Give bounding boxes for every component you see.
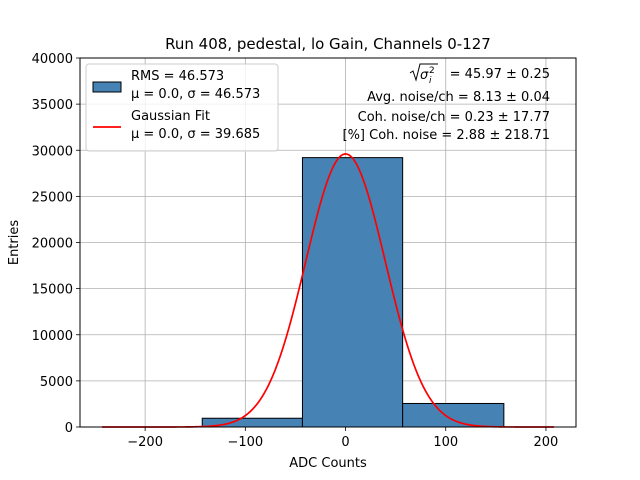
x-tick-label: −200 — [127, 435, 163, 450]
x-tick-label: 0 — [341, 435, 349, 450]
x-tick-label: 100 — [433, 435, 458, 450]
x-tick-label: −100 — [227, 435, 263, 450]
annotation-sigma: = 45.97 ± 0.25 — [450, 67, 550, 82]
legend-fit-line1: Gaussian Fit — [131, 109, 210, 124]
annotation-avg-noise: Avg. noise/ch = 8.13 ± 0.04 — [367, 90, 550, 105]
y-axis: 0 5000 10000 15000 20000 25000 30000 35000 40000 — [32, 52, 80, 436]
legend-rms-line1: RMS = 46.573 — [131, 69, 224, 84]
legend-patch-rms — [92, 81, 122, 93]
svg-text:σ: σ — [420, 68, 429, 83]
svg-text:2: 2 — [429, 66, 435, 76]
legend-fit-line2: μ = 0.0, σ = 39.685 — [131, 127, 260, 142]
sqrt-sigma-symbol: σ 2 i — [409, 63, 438, 86]
y-axis-label: Entries — [7, 220, 22, 266]
histogram-bar — [301, 157, 404, 428]
svg-text:i: i — [429, 76, 432, 86]
legend-frame — [85, 63, 279, 152]
y-tick-label: 0 — [65, 421, 73, 436]
histogram-bar — [402, 402, 505, 428]
legend-rms-line2: μ = 0.0, σ = 46.573 — [131, 87, 260, 102]
y-tick-label: 40000 — [32, 52, 73, 67]
y-tick-label: 20000 — [32, 237, 73, 252]
x-tick-label: 200 — [534, 435, 559, 450]
y-tick-label: 15000 — [32, 283, 73, 298]
x-axis-label: ADC Counts — [289, 456, 367, 471]
annotation-coh-noise: Coh. noise/ch = 0.23 ± 17.77 — [358, 110, 550, 125]
x-axis: −200 −100 0 100 200 — [127, 427, 558, 450]
annotation-coh-noise-pct: [%] Coh. noise = 2.88 ± 218.71 — [343, 128, 551, 143]
y-tick-label: 5000 — [40, 375, 73, 390]
y-tick-label: 30000 — [32, 144, 73, 159]
legend: RMS = 46.573 μ = 0.0, σ = 46.573 Gaussia… — [85, 63, 279, 152]
y-tick-label: 35000 — [32, 98, 73, 113]
y-tick-label: 10000 — [32, 329, 73, 344]
y-tick-label: 25000 — [32, 190, 73, 205]
chart-title: Run 408, pedestal, lo Gain, Channels 0-1… — [165, 35, 491, 53]
